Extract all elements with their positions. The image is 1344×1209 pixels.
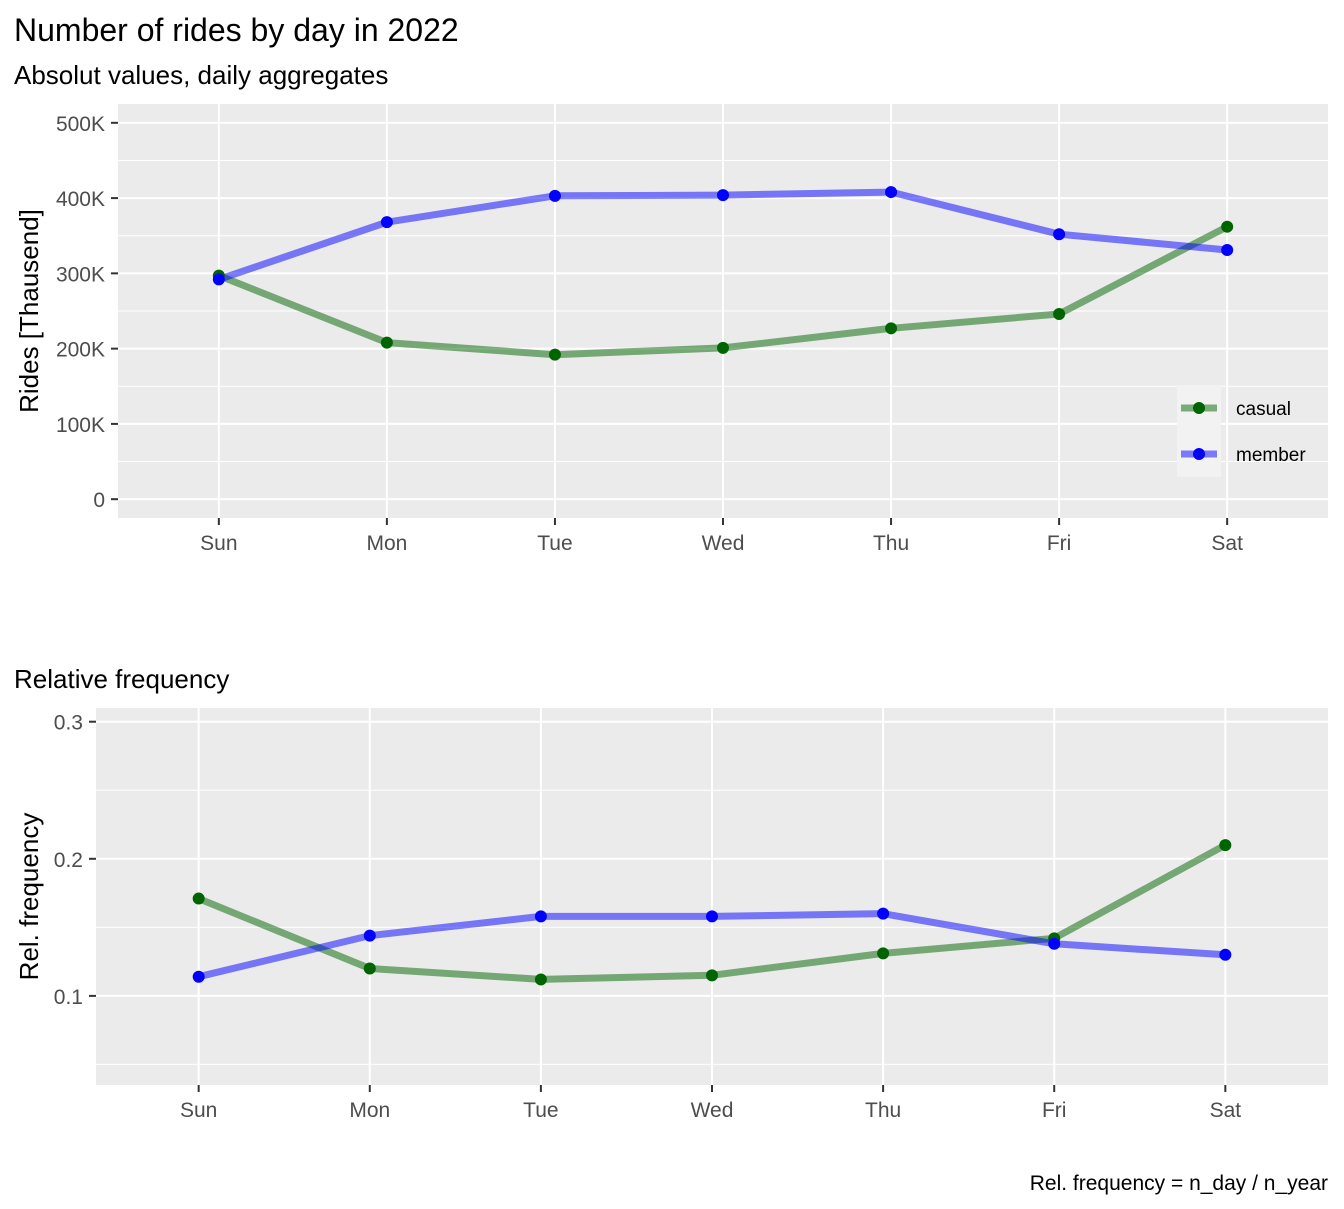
x-tick-label-wed: Wed	[702, 532, 745, 555]
point-member-tue	[548, 189, 561, 202]
legend-key-point-casual	[1193, 402, 1205, 414]
x-tick-label-tue: Tue	[523, 1099, 558, 1122]
x-tick-label-fri: Fri	[1047, 532, 1072, 555]
point-member-wed	[717, 189, 729, 202]
relative-frequency-subtitle: Relative frequency	[14, 664, 229, 694]
point-member-thu	[885, 186, 898, 199]
point-casual-tue	[548, 348, 561, 361]
y-axis-title: Rides [Thausend]	[14, 209, 44, 413]
point-casual-mon	[363, 962, 376, 975]
legend-key-background	[1177, 385, 1221, 477]
x-tick-label-thu: Thu	[865, 1099, 901, 1122]
absolute-rides-plot: 0 100K 200K 300K 400K 500K Sun Mon Tue Wed Thu Fri S…	[14, 104, 1328, 555]
point-casual-fri	[1053, 308, 1066, 321]
y-tick-label: 400K	[56, 188, 105, 211]
point-casual-mon	[380, 336, 393, 349]
point-member-mon	[363, 929, 376, 942]
y-tick-label: 200K	[56, 339, 105, 362]
point-casual-wed	[706, 969, 718, 982]
legend-label-casual: casual	[1236, 399, 1291, 420]
point-member-fri	[1053, 228, 1066, 241]
relative-frequency-plot: 0.1 0.2 0.3 Sun Mon Tue Wed Thu Fri Sat Rel. frequ…	[14, 708, 1328, 1122]
x-tick-label-mon: Mon	[366, 532, 407, 555]
y-tick-label: 0.2	[54, 849, 83, 872]
point-member-thu	[877, 907, 890, 920]
x-tick-label-tue: Tue	[537, 532, 572, 555]
point-casual-thu	[885, 322, 898, 335]
y-tick-label: 300K	[56, 263, 105, 286]
y-tick-label: 0	[93, 489, 105, 512]
y-tick-label: 100K	[56, 414, 105, 437]
point-member-sat	[1221, 244, 1234, 257]
x-tick-label-sun: Sun	[180, 1099, 217, 1122]
y-tick-label: 0.3	[54, 712, 83, 735]
point-member-mon	[380, 216, 393, 229]
point-member-sun	[192, 970, 205, 983]
caption: Rel. frequency = n_day / n_year	[1030, 1172, 1328, 1195]
point-casual-tue	[534, 973, 547, 986]
point-casual-sat	[1221, 220, 1234, 233]
x-tick-label-sat: Sat	[1211, 532, 1243, 555]
legend-key-point-member	[1193, 448, 1205, 460]
point-member-sun	[212, 273, 225, 286]
point-casual-thu	[877, 947, 890, 960]
point-casual-sun	[192, 892, 205, 905]
x-tick-label-wed: Wed	[691, 1099, 734, 1122]
y-tick-label: 0.1	[54, 986, 83, 1009]
point-casual-wed	[717, 341, 729, 354]
point-member-wed	[706, 910, 718, 923]
x-tick-label-sun: Sun	[200, 532, 237, 555]
chart-subtitle: Absolut values, daily aggregates	[14, 60, 388, 90]
point-member-tue	[534, 910, 547, 923]
point-member-sat	[1219, 948, 1232, 961]
y-axis-title: Rel. frequency	[14, 813, 44, 981]
y-tick-label: 500K	[56, 113, 105, 136]
point-member-fri	[1048, 937, 1061, 950]
x-tick-label-sat: Sat	[1210, 1099, 1242, 1122]
legend-label-member: member	[1236, 445, 1306, 466]
point-casual-sat	[1219, 839, 1232, 852]
x-tick-label-fri: Fri	[1042, 1099, 1067, 1122]
chart-title: Number of rides by day in 2022	[14, 12, 459, 48]
legend: casual member	[1177, 385, 1306, 477]
x-tick-label-mon: Mon	[349, 1099, 390, 1122]
x-tick-label-thu: Thu	[873, 532, 909, 555]
